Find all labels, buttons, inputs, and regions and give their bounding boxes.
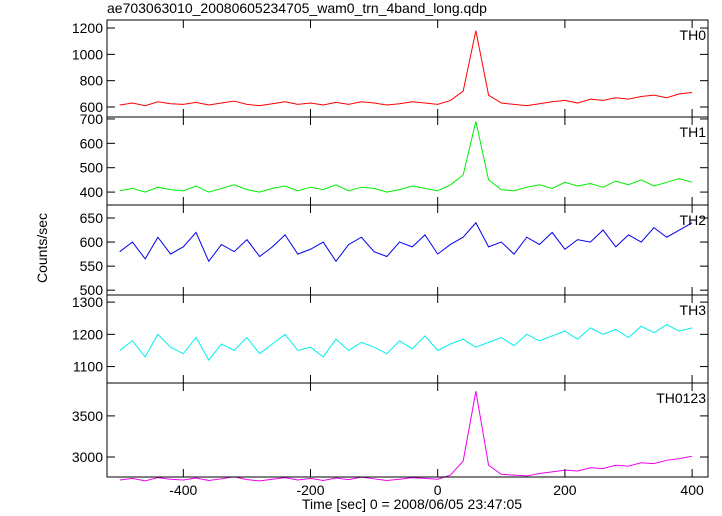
panel-label: TH0 [680,27,707,43]
series-line [119,30,693,107]
y-tick-label: 600 [80,99,104,115]
x-tick-label: 400 [680,482,704,498]
y-tick-label: 1200 [72,326,103,342]
x-tick-label: 0 [434,482,442,498]
series-line [119,121,693,193]
y-tick-label: 3500 [72,408,103,424]
x-tick-label: 200 [553,482,577,498]
y-tick-label: 3000 [72,449,103,465]
y-tick-label: 1000 [72,46,103,62]
x-axis-label: Time [sec] 0 = 2008/06/05 23:47:05 [302,496,522,512]
panel-frame [106,116,709,206]
chart-title: ae703063010_20080605234705_wam0_trn_4ban… [107,0,487,16]
y-tick-label: 550 [80,258,104,274]
x-tick-label: -400 [169,482,197,498]
y-tick-label: 650 [80,210,104,226]
panel-frame [106,382,709,478]
y-tick-label: 700 [80,111,104,127]
panel-label: TH0123 [656,390,706,406]
panel-label: TH3 [680,302,707,318]
series-line [119,391,693,482]
panel-label: TH1 [680,124,707,140]
panel-label: TH2 [680,212,707,228]
y-tick-label: 800 [80,73,104,89]
y-tick-label: 400 [80,184,104,200]
y-tick-label: 500 [80,160,104,176]
series-line [119,324,693,362]
y-tick-label: 600 [80,135,104,151]
y-axis-label: Counts/sec [34,213,50,283]
y-tick-label: 1200 [72,20,103,36]
x-tick-label: -200 [296,482,324,498]
series-line [119,221,693,263]
panel-frame [106,204,709,296]
y-tick-label: 500 [80,282,104,298]
y-tick-label: 1100 [73,359,103,375]
y-tick-label: 600 [80,234,104,250]
y-tick-label: 1300 [72,294,103,310]
